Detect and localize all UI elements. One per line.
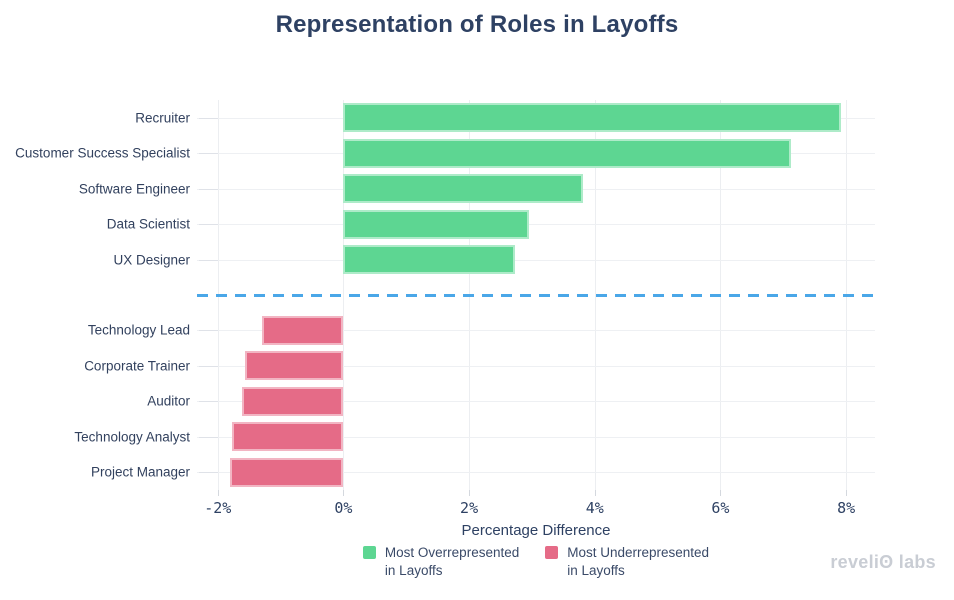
y-tick-mark: [199, 153, 218, 155]
y-tick-mark: [199, 436, 218, 438]
overrepresented-swatch-icon: [362, 546, 376, 559]
x-tick-mark: [217, 490, 219, 496]
y-gridline: [197, 224, 875, 226]
category-label: Corporate Trainer: [84, 358, 190, 374]
category-label: Data Scientist: [106, 216, 190, 232]
bar-software-engineer[interactable]: [343, 174, 583, 204]
category-label: UX Designer: [113, 252, 190, 268]
category-label: Recruiter: [135, 110, 190, 126]
legend-item-underrepresented[interactable]: Most Underrepresented in Layoffs: [545, 544, 709, 580]
x-tick-mark: [846, 490, 848, 496]
x-tick-mark: [594, 490, 596, 496]
y-gridline: [197, 330, 875, 332]
bar-ux-designer[interactable]: [343, 245, 515, 275]
legend-item-overrepresented[interactable]: Most Overrepresented in Layoffs: [362, 544, 520, 580]
category-label: Technology Lead: [87, 322, 190, 338]
category-label: Technology Analyst: [74, 429, 190, 445]
category-label: Project Manager: [90, 464, 190, 480]
bar-technology-analyst[interactable]: [231, 422, 344, 452]
page-title: Representation of Roles in Layoffs: [275, 11, 679, 38]
x-tick-mark: [720, 490, 722, 496]
x-tick-mark: [343, 490, 345, 496]
underrepresented-swatch-icon: [545, 546, 559, 559]
y-gridline: [197, 401, 875, 403]
x-tick-label: 6%: [711, 499, 730, 517]
category-label: Software Engineer: [78, 181, 190, 197]
legend-item-label: Most Overrepresented in Layoffs: [384, 545, 520, 579]
x-tick-label: 8%: [837, 499, 856, 517]
y-gridline: [197, 436, 875, 438]
bar-corporate-trainer[interactable]: [245, 351, 344, 381]
bar-recruiter[interactable]: [343, 103, 842, 133]
x-tick-label: 4%: [585, 499, 604, 517]
legend: Most Overrepresented in Layoffs Most Unde…: [197, 544, 875, 580]
x-tick-label: -2%: [204, 499, 232, 517]
category-label: Customer Success Specialist: [15, 145, 190, 161]
legend-item-label: Most Underrepresented in Layoffs: [567, 545, 710, 579]
x-tick-label: 0%: [334, 499, 353, 517]
y-tick-mark: [199, 365, 218, 367]
x-tick-mark: [469, 490, 471, 496]
y-tick-mark: [199, 401, 218, 403]
bar-customer-success-specialist[interactable]: [343, 138, 791, 168]
x-tick-label: 2%: [460, 499, 479, 517]
bar-technology-lead[interactable]: [261, 315, 344, 345]
y-gridline: [197, 365, 875, 367]
bar-data-scientist[interactable]: [343, 209, 529, 239]
bar-project-manager[interactable]: [230, 457, 344, 487]
y-tick-mark: [199, 259, 218, 261]
bar-auditor[interactable]: [241, 386, 344, 416]
y-tick-mark: [199, 224, 218, 226]
x-axis-title: Percentage Difference: [461, 522, 611, 539]
separator-dashed-line: [197, 293, 875, 297]
y-tick-mark: [199, 472, 218, 474]
plot-area: -2% 0% 2% 4% 6% 8% Recruiter Customer Success S…: [15, 100, 875, 517]
y-gridline: [197, 472, 875, 474]
revelio-labs-logo: reveliʘ labs: [830, 552, 936, 572]
y-tick-mark: [199, 188, 218, 190]
y-tick-mark: [199, 330, 218, 332]
y-tick-mark: [199, 117, 218, 119]
category-label: Auditor: [147, 393, 190, 409]
y-gridline: [197, 259, 875, 261]
